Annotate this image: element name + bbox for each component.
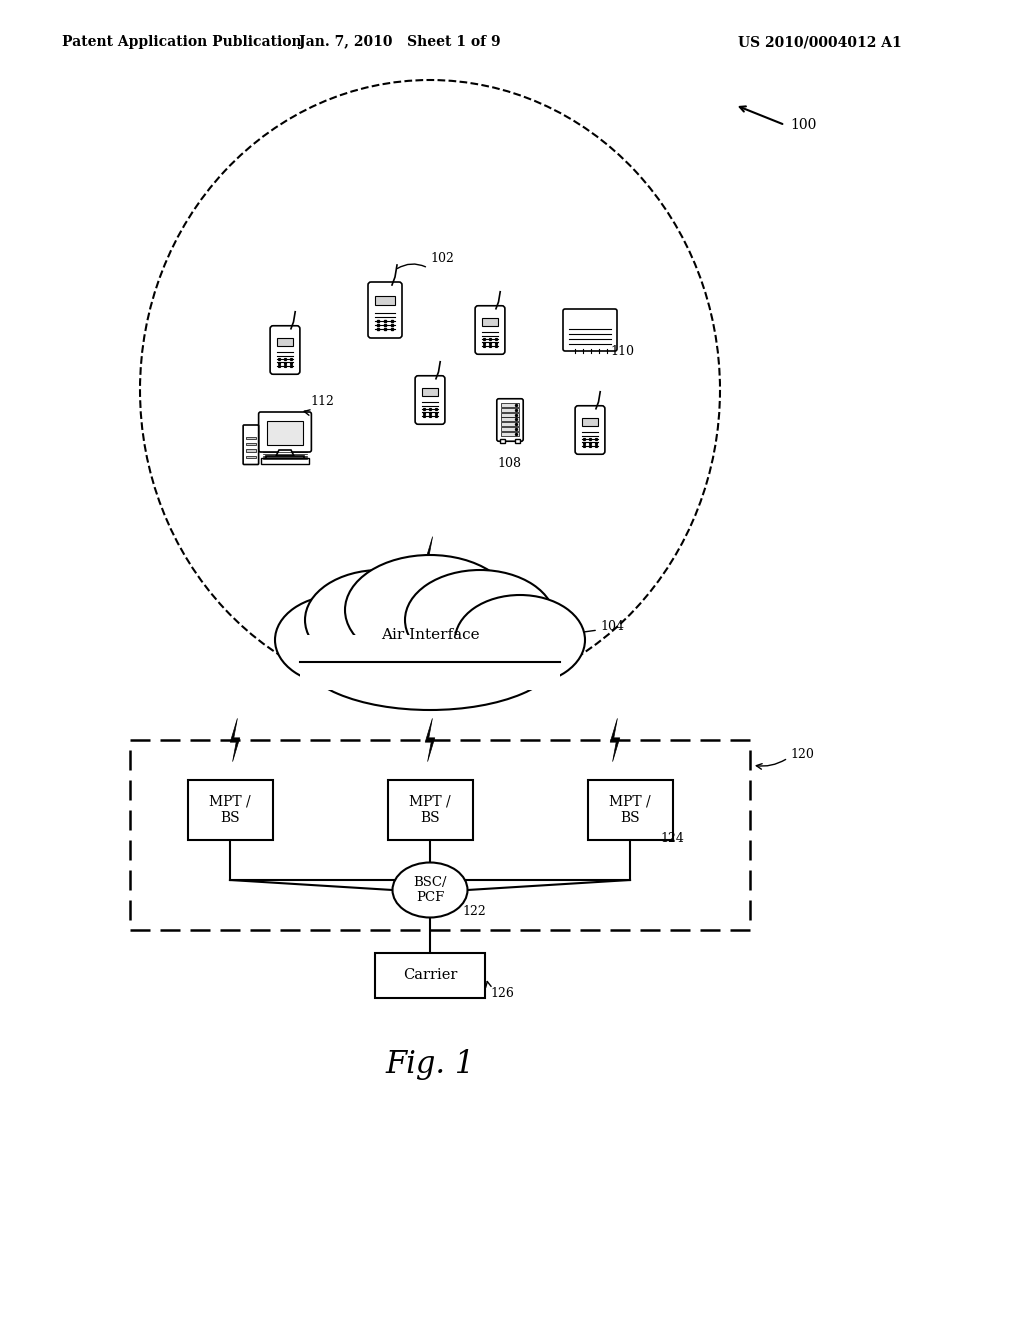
Ellipse shape bbox=[392, 862, 468, 917]
FancyBboxPatch shape bbox=[501, 413, 519, 417]
Text: BSC/
PCF: BSC/ PCF bbox=[414, 876, 446, 904]
FancyBboxPatch shape bbox=[368, 282, 402, 338]
Text: Patent Application Publication: Patent Application Publication bbox=[62, 36, 302, 49]
Ellipse shape bbox=[305, 570, 455, 671]
Text: MPT /
BS: MPT / BS bbox=[209, 795, 251, 825]
Text: MPT /
BS: MPT / BS bbox=[609, 795, 651, 825]
Polygon shape bbox=[610, 718, 620, 762]
FancyBboxPatch shape bbox=[501, 432, 519, 436]
FancyBboxPatch shape bbox=[259, 412, 311, 451]
Ellipse shape bbox=[406, 570, 555, 671]
Text: 112: 112 bbox=[310, 395, 334, 408]
FancyBboxPatch shape bbox=[246, 437, 256, 438]
FancyBboxPatch shape bbox=[501, 417, 519, 421]
Text: 124: 124 bbox=[660, 832, 684, 845]
FancyBboxPatch shape bbox=[582, 418, 598, 426]
Ellipse shape bbox=[345, 554, 515, 665]
FancyBboxPatch shape bbox=[375, 296, 395, 305]
FancyBboxPatch shape bbox=[300, 635, 560, 690]
FancyBboxPatch shape bbox=[187, 780, 272, 840]
FancyBboxPatch shape bbox=[422, 388, 438, 396]
FancyBboxPatch shape bbox=[375, 953, 485, 998]
Text: 100: 100 bbox=[790, 117, 816, 132]
FancyBboxPatch shape bbox=[276, 338, 293, 346]
FancyBboxPatch shape bbox=[501, 403, 519, 407]
FancyBboxPatch shape bbox=[387, 780, 472, 840]
FancyBboxPatch shape bbox=[475, 306, 505, 354]
FancyBboxPatch shape bbox=[261, 458, 309, 463]
Polygon shape bbox=[425, 537, 435, 583]
FancyBboxPatch shape bbox=[501, 428, 519, 430]
FancyBboxPatch shape bbox=[500, 440, 505, 442]
Ellipse shape bbox=[455, 595, 585, 685]
Text: Fig. 1: Fig. 1 bbox=[385, 1049, 475, 1081]
FancyBboxPatch shape bbox=[266, 455, 304, 463]
Text: 110: 110 bbox=[610, 345, 634, 358]
Text: MPT /
BS: MPT / BS bbox=[410, 795, 451, 825]
Text: 102: 102 bbox=[430, 252, 454, 265]
FancyBboxPatch shape bbox=[501, 408, 519, 412]
FancyBboxPatch shape bbox=[481, 318, 499, 326]
FancyBboxPatch shape bbox=[246, 449, 256, 451]
Text: Carrier: Carrier bbox=[402, 968, 457, 982]
FancyBboxPatch shape bbox=[588, 780, 673, 840]
Text: Air Interface: Air Interface bbox=[381, 628, 479, 642]
FancyBboxPatch shape bbox=[243, 425, 259, 465]
Text: 122: 122 bbox=[462, 906, 485, 917]
FancyBboxPatch shape bbox=[246, 455, 256, 458]
Text: 108: 108 bbox=[497, 457, 521, 470]
Polygon shape bbox=[276, 450, 294, 455]
Text: 126: 126 bbox=[490, 987, 514, 1001]
FancyBboxPatch shape bbox=[575, 405, 605, 454]
FancyBboxPatch shape bbox=[415, 376, 444, 424]
FancyBboxPatch shape bbox=[501, 422, 519, 426]
Polygon shape bbox=[425, 718, 435, 762]
Polygon shape bbox=[230, 718, 240, 762]
Ellipse shape bbox=[275, 595, 406, 685]
Text: US 2010/0004012 A1: US 2010/0004012 A1 bbox=[738, 36, 902, 49]
FancyBboxPatch shape bbox=[266, 421, 303, 445]
FancyBboxPatch shape bbox=[515, 440, 520, 442]
Text: 120: 120 bbox=[790, 748, 814, 762]
FancyBboxPatch shape bbox=[497, 399, 523, 441]
FancyBboxPatch shape bbox=[563, 309, 617, 351]
Text: 104: 104 bbox=[600, 620, 624, 634]
Ellipse shape bbox=[300, 601, 560, 710]
FancyBboxPatch shape bbox=[246, 444, 256, 445]
FancyBboxPatch shape bbox=[270, 326, 300, 375]
Text: Jan. 7, 2010   Sheet 1 of 9: Jan. 7, 2010 Sheet 1 of 9 bbox=[299, 36, 501, 49]
